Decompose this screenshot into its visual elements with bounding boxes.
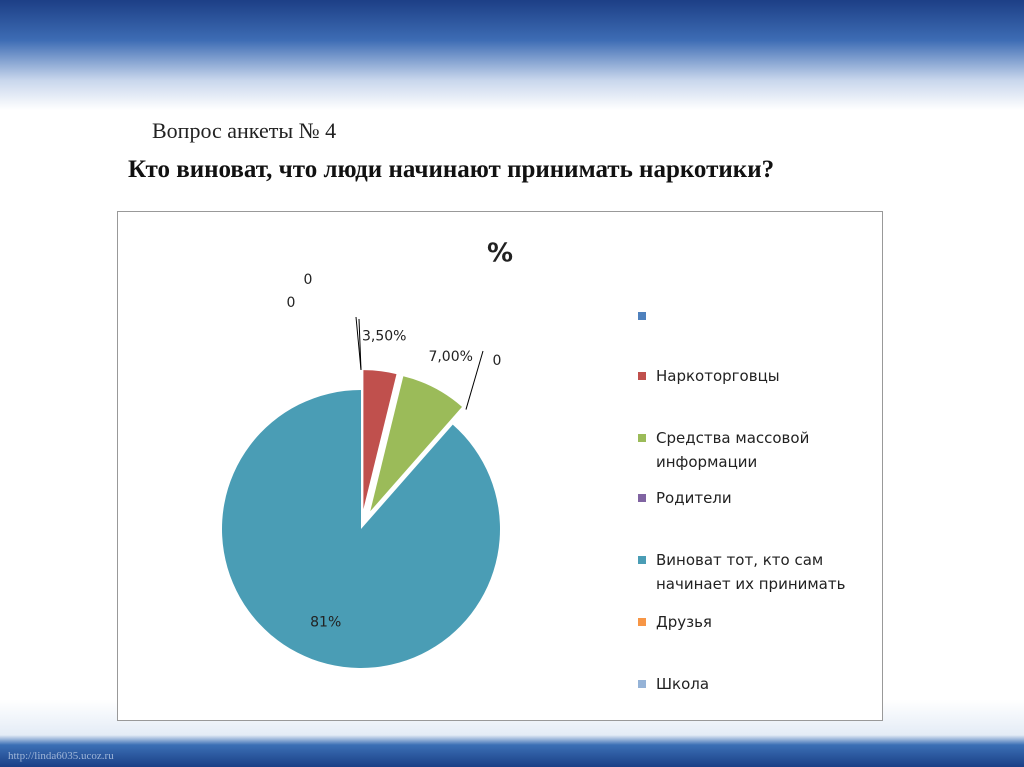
- legend-entry: Школа: [638, 672, 876, 696]
- data-label: 0: [304, 272, 313, 288]
- data-label: 0: [493, 353, 502, 369]
- legend-label: Средства массовой информации: [656, 429, 810, 471]
- legend-swatch: [638, 312, 646, 320]
- footer-url: http://linda6035.ucoz.ru: [8, 750, 114, 762]
- data-label: 3,50%: [362, 328, 406, 344]
- data-label: 0: [287, 295, 296, 311]
- leader-line: [465, 350, 484, 410]
- pie-slice: [363, 370, 397, 510]
- chart-title: %: [487, 239, 513, 269]
- legend-entry: Виноват тот, кто сам начинает их принима…: [638, 548, 876, 596]
- legend-swatch: [638, 372, 646, 380]
- legend-entry: Средства массовой информации: [638, 426, 876, 474]
- data-label: 7,00%: [428, 349, 472, 365]
- pie-slice: [222, 390, 500, 668]
- legend-label: Друзья: [656, 613, 712, 631]
- slide-subtitle: Кто виноват, что люди начинают принимать…: [128, 156, 775, 183]
- legend-swatch: [638, 556, 646, 564]
- legend-swatch: [638, 618, 646, 626]
- legend-entry: Друзья: [638, 610, 876, 634]
- pie-slice: [374, 409, 466, 514]
- legend-label: Наркоторговцы: [656, 367, 780, 385]
- legend-swatch: [638, 434, 646, 442]
- legend-label: Родители: [656, 489, 732, 507]
- legend-swatch: [638, 680, 646, 688]
- legend-label: Виноват тот, кто сам начинает их принима…: [656, 551, 846, 593]
- legend-entry: Родители: [638, 486, 876, 510]
- legend-swatch: [638, 494, 646, 502]
- leader-line: [358, 318, 362, 371]
- legend-entry: Наркоторговцы: [638, 364, 876, 388]
- pie-slice: [370, 376, 463, 512]
- legend-label: Школа: [656, 675, 710, 693]
- data-label: 81%: [310, 615, 341, 631]
- slide-title: Вопрос анкеты № 4: [152, 118, 337, 143]
- chart-box: % 0 3,50% 7,00% 0 81% 0 Наркоторговцы Средства…: [117, 211, 883, 721]
- chart: % 0 3,50% 7,00% 0 81% 0: [222, 239, 513, 668]
